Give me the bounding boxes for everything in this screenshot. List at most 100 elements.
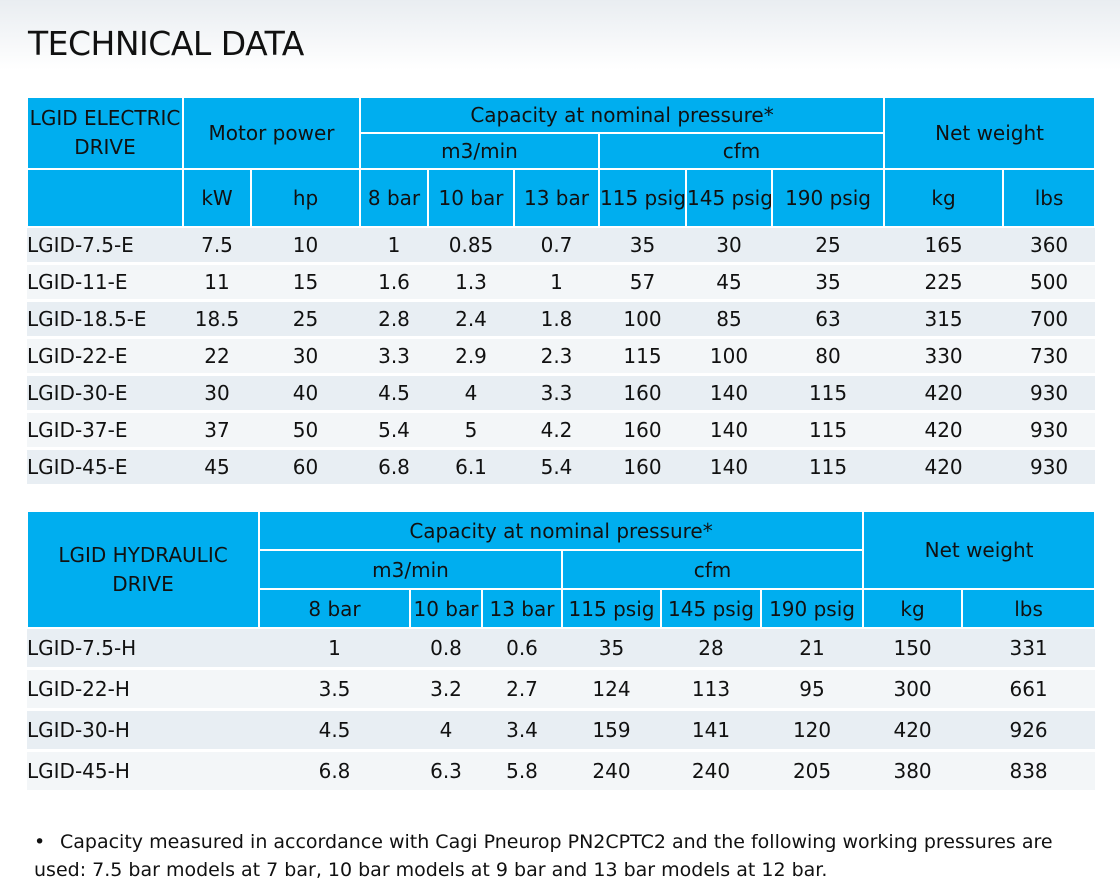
table-cell: 37 (183, 411, 251, 450)
table-cell: 140 (686, 374, 772, 413)
electric-drive-table: LGID ELECTRIC DRIVE Motor power Capacity… (26, 96, 1097, 487)
table-cell: 2.9 (428, 337, 514, 376)
table-cell: 4 (428, 374, 514, 413)
table-cell: 25 (772, 227, 885, 265)
table-cell: 21 (761, 628, 864, 670)
unit-header: 10 bar (427, 168, 515, 228)
table-cell: 160 (599, 411, 686, 450)
table-cell: 150 (863, 628, 963, 670)
unit-header: 190 psig (759, 588, 865, 629)
table-cell: 315 (884, 300, 1004, 339)
table-cell: 3.2 (410, 668, 482, 711)
net-weight-header: Net weight (862, 510, 1097, 590)
table-cell: 7.5 (183, 227, 251, 265)
table-cell: 60 (251, 448, 360, 487)
table-cell: 6.8 (259, 750, 410, 793)
table-cell: 140 (686, 448, 772, 487)
motor-power-header: Motor power (182, 96, 361, 170)
table-cell: 0.85 (428, 227, 514, 265)
table-cell: 420 (884, 374, 1004, 413)
page-title: TECHNICAL DATA (28, 24, 304, 63)
table-cell: 25 (251, 300, 360, 339)
capacity-header: Capacity at nominal pressure* (257, 510, 865, 551)
table-cell: 11 (183, 263, 251, 302)
table-cell: 930 (1003, 411, 1096, 450)
table-row: LGID-45-H 6.8 6.3 5.8 240 240 205 380 838 (27, 750, 1096, 793)
table-cell: 120 (761, 709, 864, 752)
table-cell: 35 (562, 628, 661, 670)
table-cell: 115 (772, 448, 885, 487)
table-cell: 661 (962, 668, 1096, 711)
table-row: LGID-7.5-H 1 0.8 0.6 35 28 21 150 331 (27, 628, 1096, 670)
table-cell: 5 (428, 411, 514, 450)
table-cell: 160 (599, 448, 686, 487)
table-cell: 80 (772, 337, 885, 376)
table-cell: 4.5 (360, 374, 428, 413)
table-cell: 360 (1003, 227, 1096, 265)
table-cell: 35 (599, 227, 686, 265)
table-cell: 30 (251, 337, 360, 376)
unit-header: 10 bar (409, 588, 483, 629)
corner-spacer (26, 168, 184, 228)
table-cell: 50 (251, 411, 360, 450)
unit-header: 145 psig (660, 588, 762, 629)
table-cell: 331 (962, 628, 1096, 670)
model-name: LGID-7.5-E (27, 227, 183, 265)
unit-header: kW (182, 168, 252, 228)
table-cell: 2.7 (482, 668, 562, 711)
table-cell: 0.7 (514, 227, 599, 265)
table-cell: 3.3 (514, 374, 599, 413)
unit-header: 8 bar (359, 168, 429, 228)
table-cell: 926 (962, 709, 1096, 752)
table-cell: 10 (251, 227, 360, 265)
table-cell: 159 (562, 709, 661, 752)
table-cell: 22 (183, 337, 251, 376)
table-cell: 5.4 (360, 411, 428, 450)
unit-header: lbs (961, 588, 1097, 629)
table-cell: 3.3 (360, 337, 428, 376)
table-cell: 1 (514, 263, 599, 302)
table-cell: 95 (761, 668, 864, 711)
footnote: • Capacity measured in accordance with Ca… (34, 828, 1094, 884)
unit-header: 13 bar (513, 168, 600, 228)
table-cell: 3.4 (482, 709, 562, 752)
table-cell: 100 (599, 300, 686, 339)
net-weight-header: Net weight (883, 96, 1097, 170)
table-cell: 1 (360, 227, 428, 265)
unit-header: kg (883, 168, 1005, 228)
table-cell: 225 (884, 263, 1004, 302)
table-cell: 5.8 (482, 750, 562, 793)
table-cell: 420 (884, 448, 1004, 487)
table-cell: 30 (686, 227, 772, 265)
hydraulic-drive-table: LGID HYDRAULIC DRIVE Capacity at nominal… (26, 510, 1097, 793)
table-row: LGID-11-E 11 15 1.6 1.3 1 57 45 35 225 500 (27, 263, 1096, 302)
table-cell: 838 (962, 750, 1096, 793)
table-cell: 35 (772, 263, 885, 302)
table-cell: 6.1 (428, 448, 514, 487)
m3min-header: m3/min (359, 132, 600, 170)
cfm-header: cfm (597, 132, 886, 170)
table-row: LGID-30-E 30 40 4.5 4 3.3 160 140 115 420 930 (27, 374, 1096, 413)
table-cell: 28 (661, 628, 761, 670)
table-cell: 6.3 (410, 750, 482, 793)
footnote-text: Capacity measured in accordance with Cag… (34, 831, 1053, 881)
table-cell: 165 (884, 227, 1004, 265)
table-cell: 4 (410, 709, 482, 752)
table-cell: 6.8 (360, 448, 428, 487)
table-cell: 140 (686, 411, 772, 450)
table-cell: 930 (1003, 374, 1096, 413)
table-cell: 45 (686, 263, 772, 302)
table-row: LGID-37-E 37 50 5.4 5 4.2 160 140 115 420 930 (27, 411, 1096, 450)
table-cell: 730 (1003, 337, 1096, 376)
table-cell: 85 (686, 300, 772, 339)
table-cell: 1.6 (360, 263, 428, 302)
hydraulic-corner-header: LGID HYDRAULIC DRIVE (26, 510, 260, 629)
unit-header: 13 bar (481, 588, 563, 629)
table-cell: 3.5 (259, 668, 410, 711)
table-cell: 1 (259, 628, 410, 670)
cfm-header: cfm (560, 549, 865, 590)
table-cell: 930 (1003, 448, 1096, 487)
unit-header: hp (250, 168, 361, 228)
unit-header: 115 psig (598, 168, 687, 228)
table-cell: 141 (661, 709, 761, 752)
